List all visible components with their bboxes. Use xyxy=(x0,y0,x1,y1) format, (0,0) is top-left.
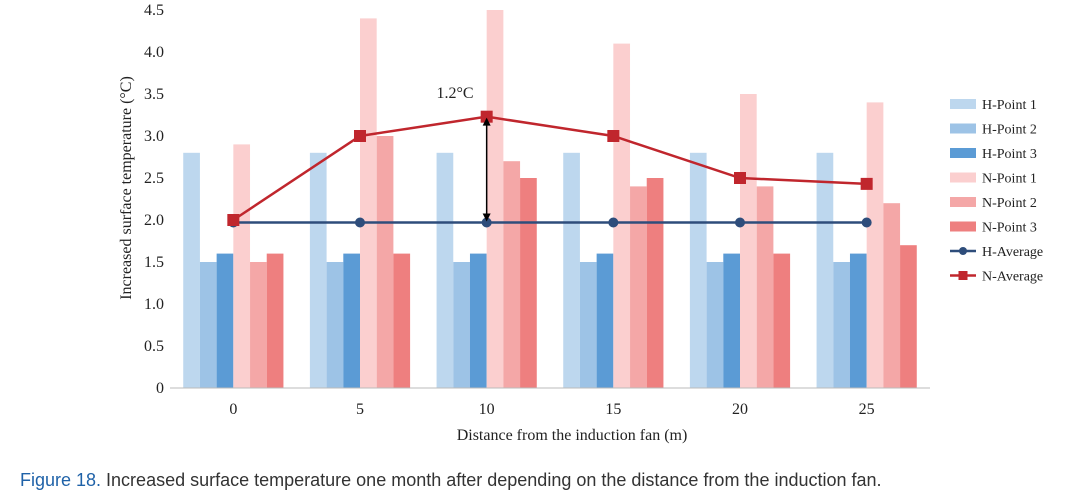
bars-layer xyxy=(183,10,917,389)
bar-n-point-2-15 xyxy=(630,186,647,388)
figure-label: Figure 18. xyxy=(20,470,102,490)
x-tick-label: 15 xyxy=(605,401,621,418)
bar-h-point-2-15 xyxy=(579,262,597,388)
bar-h-point-3-25 xyxy=(849,253,867,388)
legend-swatch xyxy=(950,172,976,183)
chart: 00.51.01.52.02.53.03.54.04.5 0 5 10 15 20 25 … xyxy=(118,2,1043,444)
bar-h-point-3-0 xyxy=(216,253,234,388)
bar-h-point-2-5 xyxy=(326,262,344,388)
figure-caption: Figure 18. Increased surface temperature… xyxy=(20,470,1060,491)
y-tick-label: 0 xyxy=(156,380,164,397)
bar-n-point-1-10 xyxy=(486,10,504,388)
y-tick-label: 3.0 xyxy=(144,128,164,145)
marker-n-average-20 xyxy=(734,172,746,184)
bar-n-point-2-10 xyxy=(503,161,521,388)
bar-n-point-1-5 xyxy=(360,18,377,389)
bar-n-point-2-20 xyxy=(756,186,774,388)
annotation-label: 1.2°C xyxy=(436,85,473,102)
marker-h-average-25 xyxy=(861,217,872,228)
legend-marker xyxy=(958,271,968,280)
bar-n-point-3-0 xyxy=(266,253,284,388)
x-ticks: 0 5 10 15 20 25 xyxy=(229,401,874,418)
bar-h-point-2-20 xyxy=(706,262,724,388)
legend-label: H-Point 2 xyxy=(982,123,1037,138)
bar-h-point-1-25 xyxy=(816,152,834,388)
legend-swatch xyxy=(950,99,976,109)
legend-swatch xyxy=(950,148,976,158)
bar-h-point-3-10 xyxy=(469,253,487,388)
y-tick-label: 4.0 xyxy=(144,44,164,61)
y-tick-label: 4.5 xyxy=(144,2,164,19)
y-tick-label: 0.5 xyxy=(144,338,164,355)
bar-n-point-3-15 xyxy=(646,178,664,388)
bar-n-point-3-25 xyxy=(900,245,917,388)
legend: H-Point 1 H-Point 2 H-Point 3 N-Point 1 N-Po… xyxy=(950,98,1043,285)
bar-n-point-2-25 xyxy=(883,203,901,388)
y-tick-label: 2.5 xyxy=(144,170,164,187)
bar-n-point-1-15 xyxy=(613,43,631,388)
x-tick-label: 25 xyxy=(859,401,875,418)
y-tick-label: 3.5 xyxy=(144,86,164,103)
difference-annotation: 1.2°C xyxy=(436,85,491,222)
marker-h-average-10 xyxy=(481,217,492,228)
marker-h-average-5 xyxy=(355,217,365,228)
bar-h-point-3-20 xyxy=(723,253,740,388)
legend-label: N-Point 1 xyxy=(982,172,1037,187)
bar-n-point-1-20 xyxy=(740,94,757,388)
legend-marker xyxy=(959,247,967,255)
marker-n-average-15 xyxy=(607,130,620,142)
marker-n-average-10 xyxy=(480,110,493,123)
marker-h-average-15 xyxy=(608,217,619,228)
bar-n-point-1-0 xyxy=(233,144,251,388)
bar-n-point-2-0 xyxy=(250,262,267,388)
bar-h-point-1-15 xyxy=(563,152,580,388)
bar-h-point-2-10 xyxy=(453,262,470,388)
annotation-arrow-down xyxy=(482,213,491,222)
annotation-arrow-up xyxy=(482,117,491,126)
legend-label: H-Point 3 xyxy=(982,147,1037,162)
x-tick-label: 5 xyxy=(356,401,364,418)
marker-h-average-20 xyxy=(735,217,745,228)
lines-layer xyxy=(227,110,873,228)
x-tick-label: 20 xyxy=(732,401,748,418)
legend-label: N-Average xyxy=(982,270,1043,285)
marker-n-average-0 xyxy=(227,214,240,226)
bar-h-point-3-15 xyxy=(596,253,614,388)
bar-h-point-1-5 xyxy=(309,152,327,388)
bar-h-point-2-25 xyxy=(833,262,850,388)
y-tick-label: 2.0 xyxy=(144,212,164,229)
caption-text: Increased surface temperature one month … xyxy=(101,470,882,490)
x-tick-label: 10 xyxy=(479,401,495,418)
marker-n-average-25 xyxy=(860,177,873,190)
y-tick-label: 1.0 xyxy=(144,296,164,313)
x-axis-title: Distance from the induction fan (m) xyxy=(457,427,688,444)
bar-n-point-1-25 xyxy=(866,102,884,389)
bar-h-point-3-5 xyxy=(343,253,360,388)
legend-swatch xyxy=(950,197,976,207)
y-ticks: 0 0.5 1.0 1.5 2.0 2.5 3.0 3.5 4.0 4.5 xyxy=(144,2,164,397)
bar-n-point-3-10 xyxy=(520,178,537,388)
y-tick-label: 1.5 xyxy=(144,254,164,271)
line-n-average xyxy=(232,115,867,222)
legend-swatch xyxy=(950,221,976,232)
x-tick-label: 0 xyxy=(229,401,237,418)
marker-n-average-5 xyxy=(354,130,366,142)
bar-h-point-2-0 xyxy=(199,262,217,388)
legend-label: H-Point 1 xyxy=(982,98,1037,113)
legend-label: H-Average xyxy=(982,245,1043,260)
legend-label: N-Point 3 xyxy=(982,221,1037,236)
bar-h-point-1-10 xyxy=(436,152,454,388)
bar-n-point-3-5 xyxy=(393,253,411,388)
y-axis-title: Increased surface temperature (°C) xyxy=(118,76,135,300)
legend-label: N-Point 2 xyxy=(982,196,1037,211)
bar-n-point-3-20 xyxy=(773,253,791,388)
bar-n-point-2-5 xyxy=(376,136,394,388)
bar-h-point-1-0 xyxy=(183,152,200,388)
legend-swatch xyxy=(950,123,976,134)
bar-h-point-1-20 xyxy=(689,152,707,388)
